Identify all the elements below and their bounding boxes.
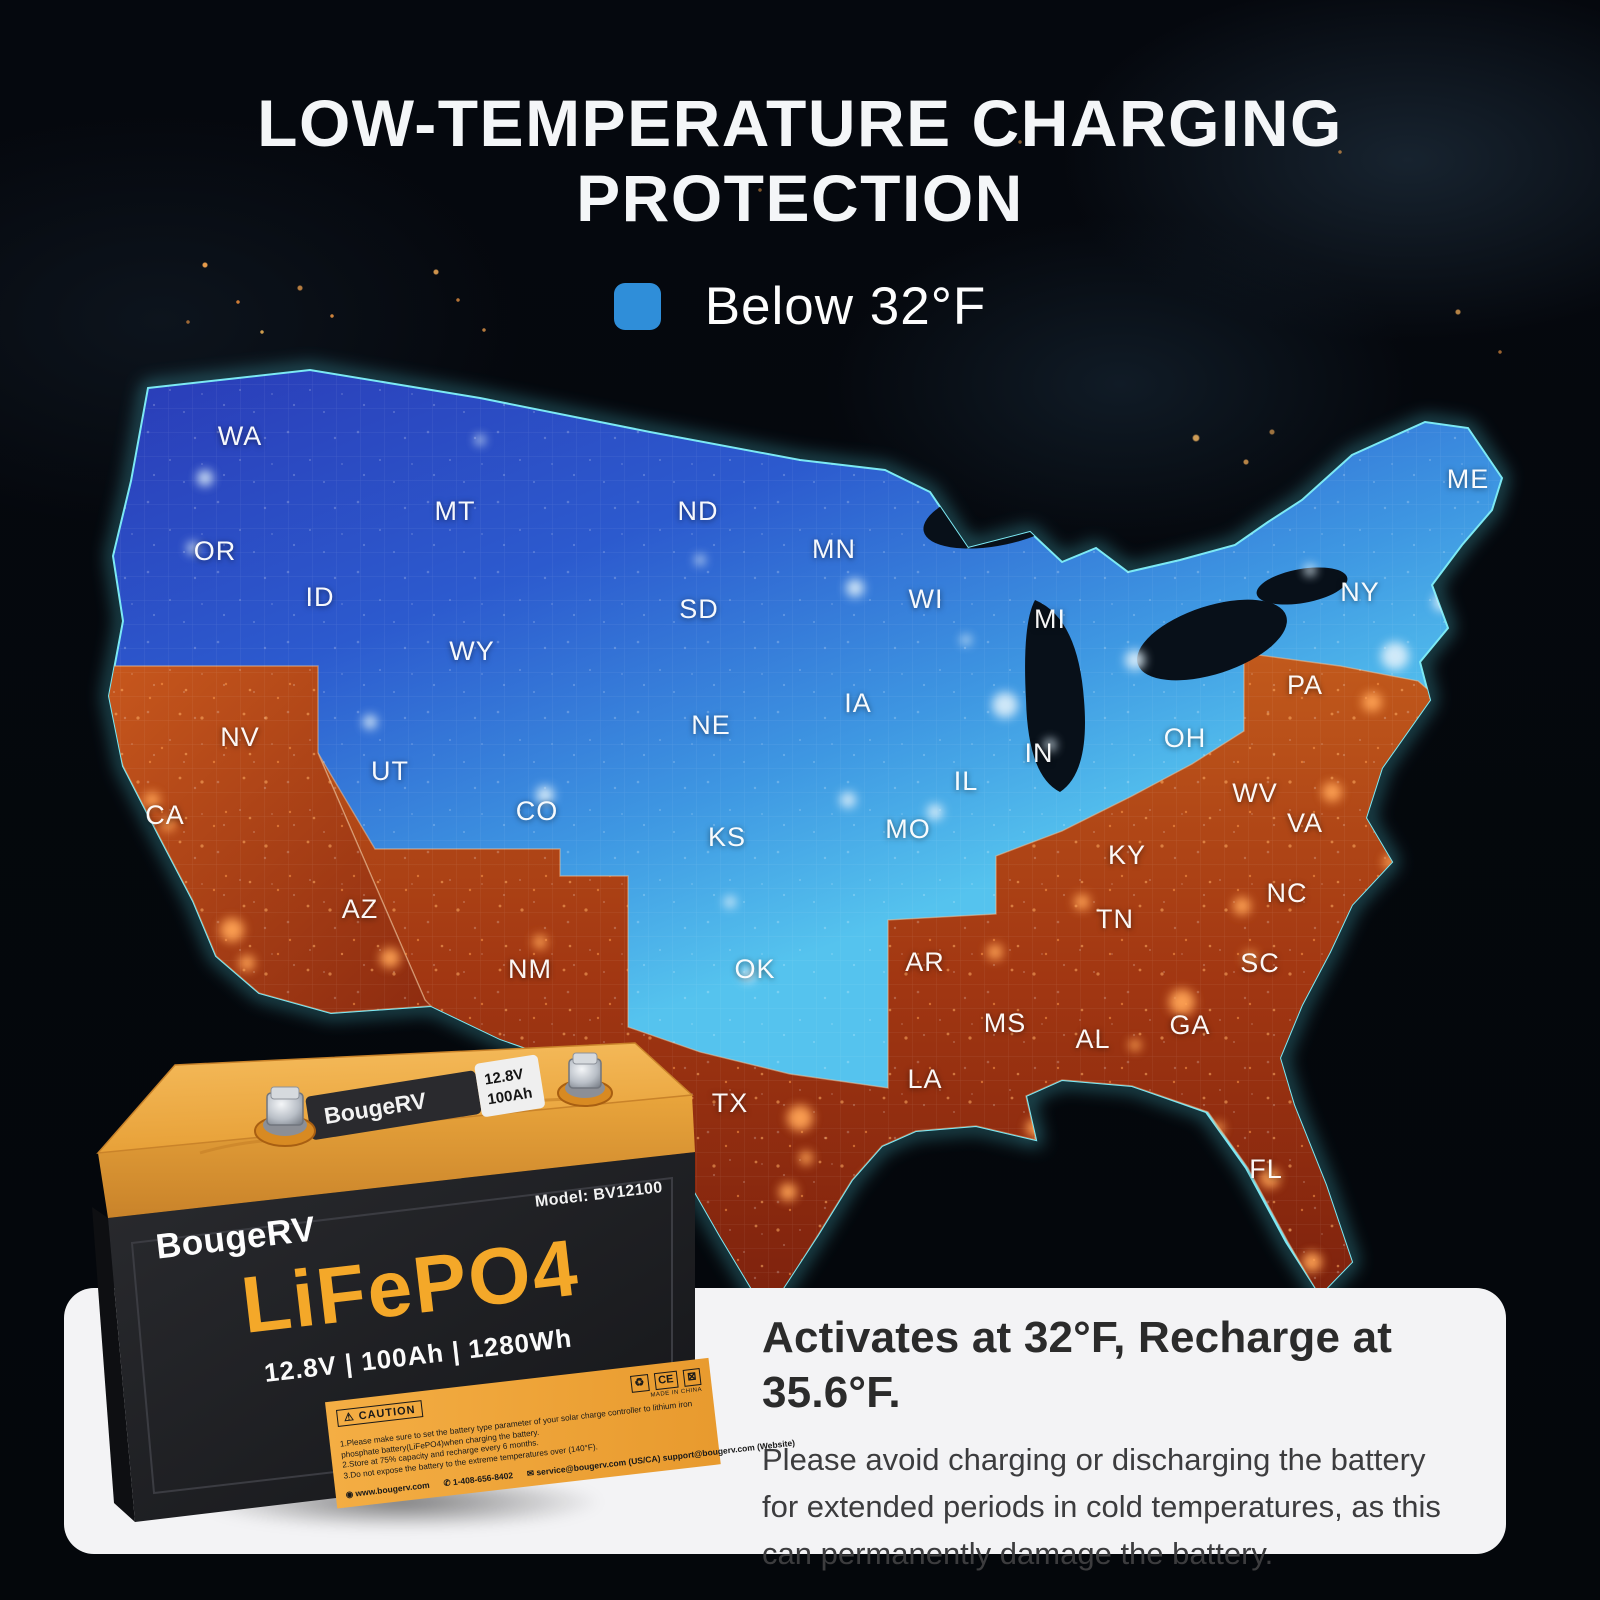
battery-front-content: BougeRV Model: BV12100 LiFePO4 12.8V | 1…	[126, 1168, 795, 1529]
state-label-IL: IL	[954, 766, 979, 796]
state-label-OH: OH	[1164, 723, 1207, 753]
state-label-CA: CA	[145, 800, 185, 830]
state-label-WY: WY	[449, 636, 495, 666]
info-heading: Activates at 32°F, Recharge at 35.6°F.	[762, 1313, 1393, 1417]
state-label-MS: MS	[984, 1008, 1027, 1038]
caution-title: ⚠ CAUTION	[335, 1400, 424, 1427]
recycle-icon: ♻	[629, 1374, 650, 1393]
battery-terminal-right	[557, 1052, 613, 1107]
state-label-TN: TN	[1096, 904, 1134, 934]
no-trash-icon: ⊠	[682, 1367, 702, 1387]
state-labels: WA MT ND MN ME OR ID SD WI MI NY WY IA PA NV UT NE IN OH IL…	[145, 421, 1490, 1184]
state-label-AZ: AZ	[342, 894, 379, 924]
state-label-CO: CO	[516, 796, 559, 826]
top-label-voltage: 12.8V	[483, 1066, 524, 1089]
battery-terminal-left	[254, 1086, 316, 1147]
ce-mark-icon: CE	[653, 1370, 679, 1391]
battery-side-face	[92, 1207, 135, 1522]
state-label-SD: SD	[679, 594, 719, 624]
state-label-LA: LA	[907, 1064, 942, 1094]
phone: ✆ 1-408-656-8402	[442, 1469, 514, 1488]
state-label-WV: WV	[1232, 778, 1278, 808]
state-label-GA: GA	[1169, 1010, 1210, 1040]
battery-model-label: Model: BV12100	[534, 1179, 664, 1211]
state-label-NC: NC	[1267, 878, 1308, 908]
title-line-1: LOW-TEMPERATURE CHARGING	[257, 86, 1343, 160]
state-label-NV: NV	[220, 722, 260, 752]
state-label-WI: WI	[909, 584, 944, 614]
legend-label: Below 32°F	[704, 277, 987, 336]
orange-speckle-california	[109, 666, 431, 1013]
info-body: Please avoid charging or discharging the…	[762, 1442, 1441, 1572]
state-label-NY: NY	[1340, 577, 1380, 607]
page-title: LOW-TEMPERATURE CHARGING PROTECTION	[0, 86, 1600, 236]
state-label-AR: AR	[905, 947, 945, 977]
battery-lid-band	[98, 1095, 695, 1218]
state-label-ME: ME	[1447, 464, 1490, 494]
top-label-capacity: 100Ah	[486, 1085, 533, 1109]
state-label-IN: IN	[1025, 738, 1054, 768]
title-line-2: PROTECTION	[576, 161, 1024, 236]
state-label-MN: MN	[812, 534, 856, 564]
battery-top-label: BougeRV 12.8V 100Ah	[305, 1054, 545, 1140]
state-label-VA: VA	[1287, 808, 1323, 838]
state-label-IA: IA	[844, 688, 872, 718]
state-label-SC: SC	[1240, 948, 1280, 978]
state-label-NE: NE	[691, 710, 731, 740]
state-label-WA: WA	[218, 421, 263, 451]
legend: Below 32°F	[0, 276, 1600, 337]
state-label-MI: MI	[1034, 604, 1066, 634]
state-label-ID: ID	[306, 582, 335, 612]
state-label-PA: PA	[1287, 670, 1323, 700]
info-card-text: Activates at 32°F, Recharge at 35.6°F. P…	[762, 1310, 1462, 1577]
state-label-FL: FL	[1249, 1154, 1283, 1184]
state-label-UT: UT	[371, 756, 409, 786]
state-label-OR: OR	[194, 536, 237, 566]
state-label-ND: ND	[678, 496, 719, 526]
legend-swatch-below-32f	[613, 283, 661, 330]
state-label-TX: TX	[712, 1088, 749, 1118]
battery-product-image: BougeRV 12.8V 100Ah BougeRV Model: BV121…	[80, 1035, 795, 1545]
website: ◉ www.bougerv.com	[345, 1479, 431, 1500]
state-label-MO: MO	[885, 814, 931, 844]
state-label-MT: MT	[435, 496, 476, 526]
state-label-KS: KS	[708, 822, 746, 852]
state-label-AL: AL	[1075, 1024, 1110, 1054]
orange-speckle-south	[318, 653, 1440, 1296]
state-label-KY: KY	[1108, 840, 1146, 870]
state-label-OK: OK	[734, 954, 775, 984]
city-lights	[144, 435, 1451, 1272]
state-label-NM: NM	[508, 954, 552, 984]
